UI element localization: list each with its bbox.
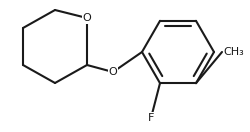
- Text: CH₃: CH₃: [223, 47, 244, 57]
- Text: O: O: [108, 67, 118, 77]
- Text: F: F: [148, 113, 154, 123]
- Text: O: O: [82, 13, 92, 23]
